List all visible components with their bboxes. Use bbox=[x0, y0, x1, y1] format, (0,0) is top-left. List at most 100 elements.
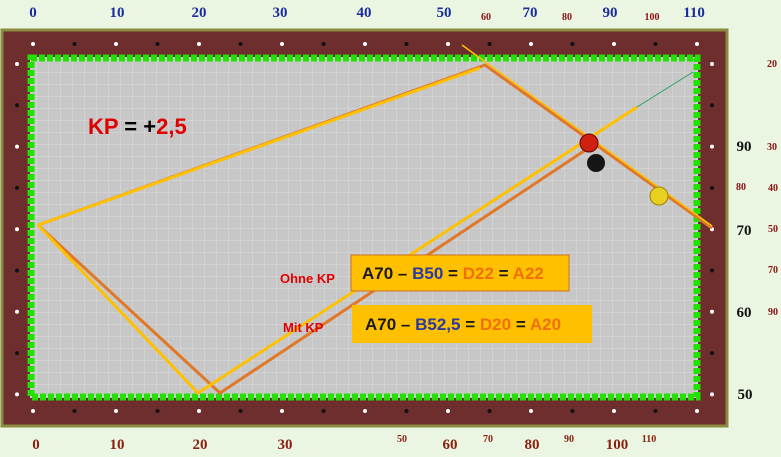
diamond bbox=[404, 409, 409, 413]
top-label: 10 bbox=[110, 5, 125, 21]
diamond bbox=[72, 42, 77, 46]
formula-part: A20 bbox=[530, 315, 561, 334]
ohne-kp-label: Ohne KP bbox=[280, 271, 335, 286]
path-ohne-return bbox=[36, 141, 597, 395]
diamond bbox=[15, 62, 19, 66]
right-label: 30 bbox=[767, 142, 777, 153]
diamond bbox=[321, 409, 326, 413]
diamond bbox=[114, 42, 118, 46]
bottom-label: 20 bbox=[193, 437, 208, 453]
top-label: 20 bbox=[192, 5, 207, 21]
top-label: 50 bbox=[437, 5, 452, 21]
formula-part: A70 bbox=[365, 315, 396, 334]
diamond bbox=[15, 309, 19, 314]
diamond bbox=[15, 103, 19, 108]
formula-part: = bbox=[448, 264, 458, 283]
bottom-label: 100 bbox=[606, 437, 629, 453]
diamond bbox=[529, 409, 533, 413]
diamond bbox=[404, 42, 409, 46]
diamond bbox=[155, 42, 160, 46]
bottom-label: 70 bbox=[483, 434, 493, 445]
diamond bbox=[446, 42, 450, 46]
right-label: 60 bbox=[737, 305, 752, 321]
bottom-label: 10 bbox=[110, 437, 125, 453]
diamond bbox=[446, 409, 450, 413]
diamond bbox=[570, 42, 575, 46]
diamond bbox=[72, 409, 77, 413]
path-mit-return bbox=[36, 105, 638, 395]
right-label: 80 bbox=[736, 182, 746, 193]
ohne-box-bg bbox=[350, 254, 570, 292]
diamond bbox=[238, 409, 243, 413]
top-label: 30 bbox=[273, 5, 288, 21]
kp-sign: + bbox=[143, 114, 156, 139]
top-label: 40 bbox=[357, 5, 372, 21]
bottom-label: 110 bbox=[642, 434, 656, 445]
diamond bbox=[710, 103, 714, 108]
kp-eq: = bbox=[124, 114, 137, 139]
diamond bbox=[695, 409, 699, 413]
right-label: 70 bbox=[737, 223, 752, 239]
right-label: 90 bbox=[768, 307, 778, 318]
formula-part: – bbox=[398, 264, 407, 283]
diamond bbox=[15, 227, 19, 232]
diamond bbox=[695, 42, 699, 46]
bottom-label: 50 bbox=[397, 434, 407, 445]
diamond bbox=[31, 409, 35, 413]
diamond bbox=[280, 42, 284, 46]
top-label: 0 bbox=[29, 5, 37, 21]
formula-part: = bbox=[499, 264, 509, 283]
scale-labels: 0 10 20 30 40 50 60 70 80 90 100 110 0 10 20 30 50 60 70 80… bbox=[29, 5, 778, 453]
diamond bbox=[529, 42, 533, 46]
formula-part: = bbox=[465, 315, 475, 334]
diamond bbox=[710, 185, 714, 190]
diamond bbox=[15, 185, 19, 190]
top-label: 100 bbox=[645, 12, 660, 23]
diamond bbox=[15, 392, 19, 397]
diamonds bbox=[15, 42, 714, 413]
bottom-label: 80 bbox=[525, 437, 540, 453]
top-label: 70 bbox=[523, 5, 538, 21]
diamond bbox=[15, 351, 19, 356]
diamond bbox=[197, 42, 201, 46]
mit-box: A70 – B52,5 = D20 = A20 bbox=[352, 305, 592, 343]
formula-part: = bbox=[516, 315, 526, 334]
bottom-label: 0 bbox=[32, 437, 40, 453]
diamond bbox=[710, 392, 714, 397]
top-label: 90 bbox=[603, 5, 618, 21]
diamond bbox=[280, 409, 284, 413]
bottom-label: 90 bbox=[564, 434, 574, 445]
top-label: 80 bbox=[562, 12, 572, 23]
right-label: 50 bbox=[738, 387, 753, 403]
formula-part: D20 bbox=[480, 315, 511, 334]
top-label: 110 bbox=[683, 5, 705, 21]
diamond bbox=[197, 409, 201, 413]
diamond bbox=[710, 62, 714, 66]
bottom-label: 30 bbox=[278, 437, 293, 453]
aim-line-2 bbox=[636, 71, 694, 108]
diamond bbox=[653, 409, 658, 413]
diamond bbox=[155, 409, 160, 413]
kp-text: KP = +2,5 bbox=[88, 114, 187, 139]
formula-part: – bbox=[401, 315, 410, 334]
formula-part: B50 bbox=[412, 264, 443, 283]
mit-kp-label: Mit KP bbox=[283, 320, 324, 335]
mit-box-bg bbox=[352, 305, 592, 343]
right-label: 20 bbox=[767, 59, 777, 70]
formula-part: B52,5 bbox=[415, 315, 460, 334]
right-label: 50 bbox=[768, 224, 778, 235]
path-mit bbox=[37, 66, 481, 227]
diamond bbox=[710, 351, 714, 356]
diamond bbox=[612, 42, 616, 46]
diamond bbox=[612, 409, 616, 413]
diamond bbox=[238, 42, 243, 46]
mit-formula: A70 – B52,5 = D20 = A20 bbox=[365, 315, 561, 334]
cushion bbox=[27, 54, 701, 401]
ohne-formula: A70 – B50 = D22 = A22 bbox=[362, 264, 544, 283]
diamond bbox=[114, 409, 118, 413]
top-label: 60 bbox=[481, 12, 491, 23]
diamond bbox=[487, 409, 492, 413]
right-label: 70 bbox=[768, 265, 778, 276]
formula-part: D22 bbox=[463, 264, 494, 283]
